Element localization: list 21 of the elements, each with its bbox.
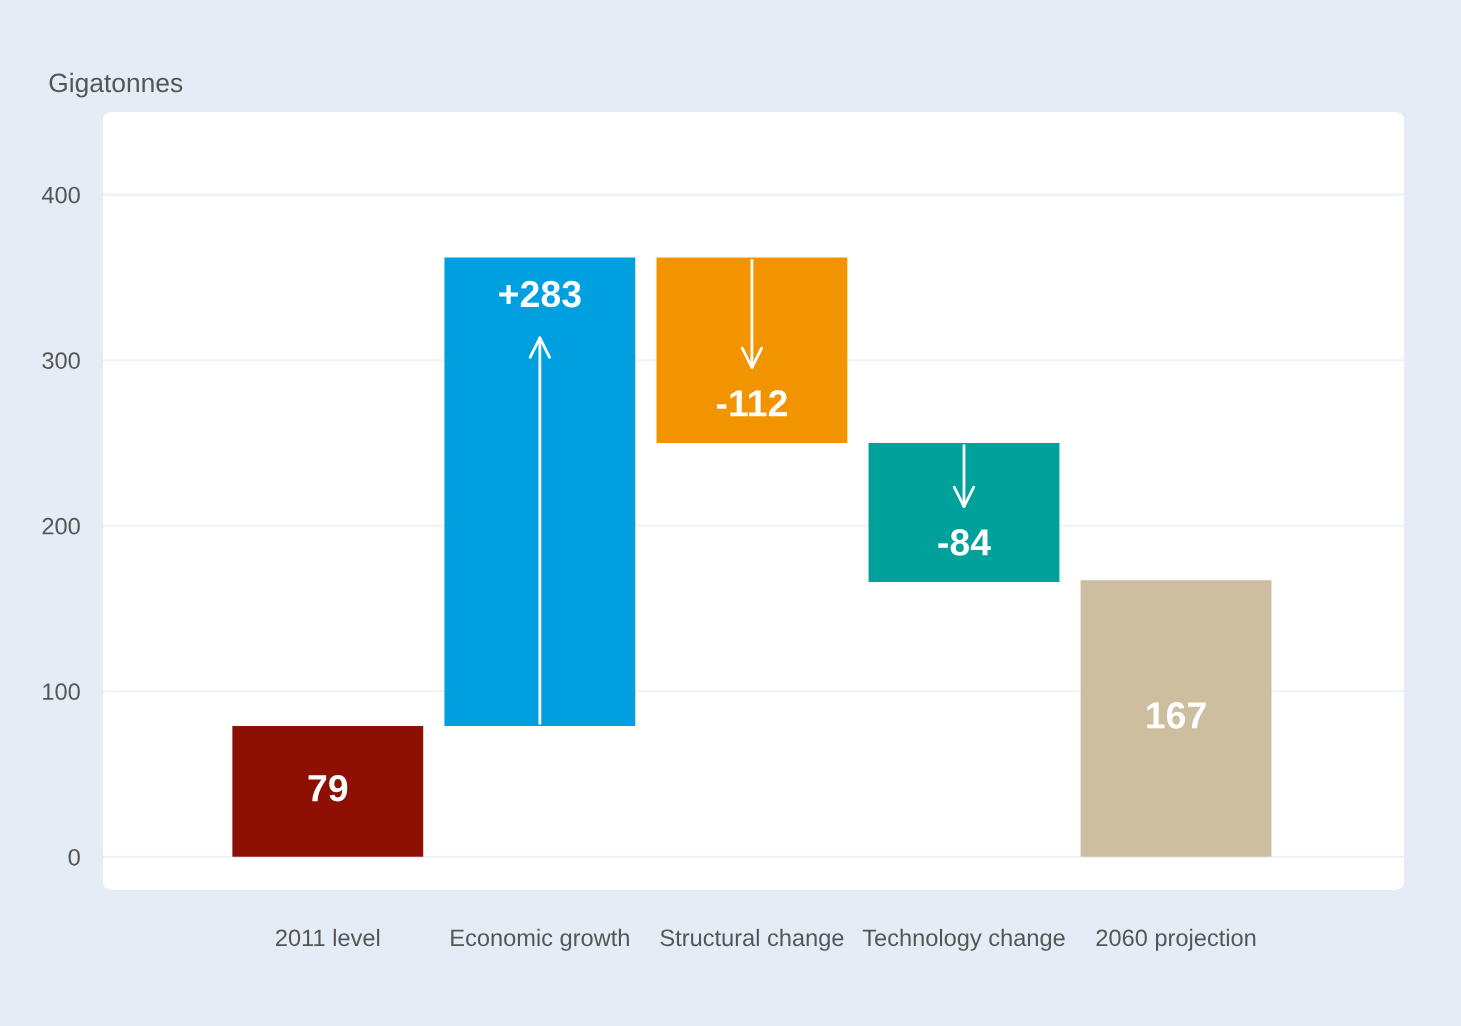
data-label: 79 [308, 774, 348, 802]
x-tick-label: 2011 level [276, 928, 380, 947]
bar [1080, 580, 1272, 857]
bar [656, 257, 848, 443]
y-axis-title: Gigatonnes [49, 72, 183, 98]
data-label: -112 [716, 390, 787, 417]
y-tick-label: 300 [42, 352, 80, 369]
y-tick-label: 200 [42, 517, 80, 535]
bar [232, 726, 424, 857]
data-label: -84 [938, 529, 991, 556]
y-tick-label: 400 [41, 186, 80, 204]
bar [444, 257, 636, 727]
x-tick-label: Economic growth [451, 928, 629, 951]
x-tick-label: Technology change [862, 928, 1065, 951]
data-label: 167 [1147, 702, 1206, 729]
bar [868, 442, 1060, 583]
data-label: +283 [499, 280, 581, 308]
y-tick-label: 0 [68, 848, 80, 866]
y-tick-label: 100 [43, 683, 80, 701]
x-tick-label: 2060 projection [1096, 928, 1256, 951]
x-tick-label: Structural change [660, 928, 844, 951]
